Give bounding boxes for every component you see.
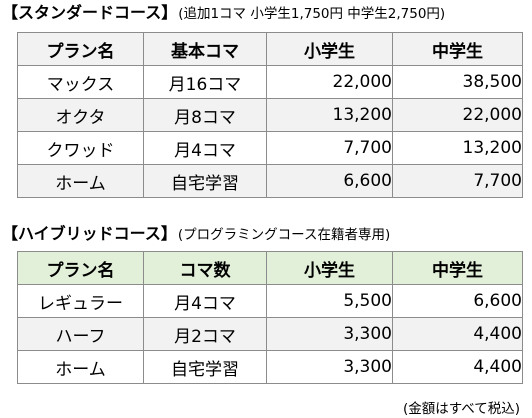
koma-cell: 月2コマ	[143, 317, 267, 351]
elementary-price-cell: 3,300	[266, 350, 393, 384]
hybrid-course-subtitle: (プログラミングコース在籍者専用)	[177, 227, 391, 243]
tax-included-note: (金額はすべて税込)	[402, 401, 520, 417]
plan-name-cell: オクタ	[17, 98, 144, 132]
plan-name-cell: マックス	[17, 65, 144, 99]
table-row: オクタ 月8コマ 13,200 22,000	[17, 98, 523, 132]
plan-name-cell: ホーム	[17, 164, 144, 198]
koma-cell: 月8コマ	[143, 98, 267, 132]
header-elementary: 小学生	[266, 251, 393, 285]
table-row: ホーム 自宅学習 6,600 7,700	[17, 164, 523, 198]
standard-course-table: プラン名 基本コマ 小学生 中学生 マックス 月16コマ 22,000 38,5…	[17, 32, 523, 198]
elementary-price-cell: 22,000	[266, 65, 393, 99]
elementary-price-cell: 6,600	[266, 164, 393, 198]
junior-price-cell: 22,000	[392, 98, 523, 132]
table-row: レギュラー 月4コマ 5,500 6,600	[17, 284, 523, 318]
hybrid-course-title: 【ハイブリッドコース】	[2, 224, 177, 243]
elementary-price-cell: 13,200	[266, 98, 393, 132]
header-plan-name: プラン名	[17, 251, 144, 285]
plan-name-cell: レギュラー	[17, 284, 144, 318]
koma-cell: 自宅学習	[143, 164, 267, 198]
elementary-price-cell: 7,700	[266, 131, 393, 165]
plan-name-cell: ホーム	[17, 350, 144, 384]
table-row: クワッド 月4コマ 7,700 13,200	[17, 131, 523, 165]
table-header-row: プラン名 基本コマ 小学生 中学生	[17, 32, 523, 66]
koma-cell: 自宅学習	[143, 350, 267, 384]
plan-name-cell: ハーフ	[17, 317, 144, 351]
header-plan-name: プラン名	[17, 32, 144, 66]
header-base-koma: 基本コマ	[143, 32, 267, 66]
header-koma-count: コマ数	[143, 251, 267, 285]
elementary-price-cell: 5,500	[266, 284, 393, 318]
table-row: マックス 月16コマ 22,000 38,500	[17, 65, 523, 99]
standard-course-title: 【スタンダードコース】	[2, 3, 178, 22]
header-junior-high: 中学生	[392, 251, 523, 285]
header-junior-high: 中学生	[392, 32, 523, 66]
koma-cell: 月4コマ	[143, 284, 267, 318]
standard-course-heading: 【スタンダードコース】(追加1コマ 小学生1,750円 中学生2,750円)	[2, 5, 445, 22]
junior-price-cell: 7,700	[392, 164, 523, 198]
junior-price-cell: 6,600	[392, 284, 523, 318]
junior-price-cell: 38,500	[392, 65, 523, 99]
junior-price-cell: 13,200	[392, 131, 523, 165]
elementary-price-cell: 3,300	[266, 317, 393, 351]
junior-price-cell: 4,400	[392, 317, 523, 351]
hybrid-course-table: プラン名 コマ数 小学生 中学生 レギュラー 月4コマ 5,500 6,600 …	[17, 251, 523, 384]
header-elementary: 小学生	[266, 32, 393, 66]
plan-name-cell: クワッド	[17, 131, 144, 165]
junior-price-cell: 4,400	[392, 350, 523, 384]
standard-course-subtitle: (追加1コマ 小学生1,750円 中学生2,750円)	[178, 6, 446, 22]
hybrid-course-heading: 【ハイブリッドコース】(プログラミングコース在籍者専用)	[2, 226, 390, 243]
koma-cell: 月16コマ	[143, 65, 267, 99]
table-row: ホーム 自宅学習 3,300 4,400	[17, 350, 523, 384]
koma-cell: 月4コマ	[143, 131, 267, 165]
table-header-row: プラン名 コマ数 小学生 中学生	[17, 251, 523, 285]
table-row: ハーフ 月2コマ 3,300 4,400	[17, 317, 523, 351]
